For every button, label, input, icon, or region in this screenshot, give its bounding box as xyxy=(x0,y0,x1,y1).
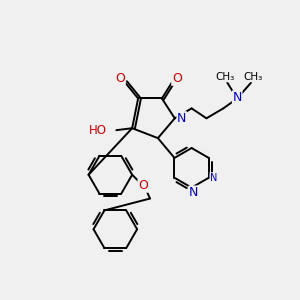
Text: N: N xyxy=(232,91,242,104)
Text: CH₃: CH₃ xyxy=(216,72,235,82)
Text: O: O xyxy=(115,72,125,85)
Text: N: N xyxy=(210,173,218,183)
Text: HO: HO xyxy=(88,124,106,137)
Text: N: N xyxy=(189,186,198,199)
Text: O: O xyxy=(172,72,182,85)
Text: O: O xyxy=(138,179,148,192)
Text: N: N xyxy=(177,112,186,125)
Text: CH₃: CH₃ xyxy=(243,72,263,82)
